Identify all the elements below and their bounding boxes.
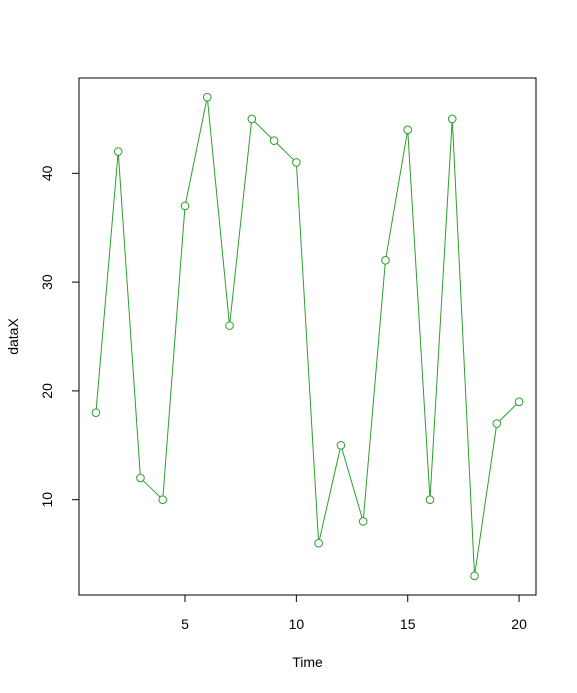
data-point bbox=[113, 147, 123, 156]
data-point bbox=[202, 92, 212, 102]
y-axis-label: dataX bbox=[5, 318, 21, 355]
data-point bbox=[470, 571, 479, 581]
y-tick-label: 40 bbox=[39, 165, 55, 181]
data-point bbox=[180, 201, 190, 211]
data-point bbox=[425, 495, 435, 504]
data-point bbox=[336, 440, 346, 450]
data-line bbox=[95, 97, 520, 576]
plot-box bbox=[78, 77, 537, 596]
data-point bbox=[447, 114, 457, 124]
data-point bbox=[492, 419, 502, 428]
data-point bbox=[292, 158, 301, 167]
data-point bbox=[247, 114, 257, 124]
y-tick-label: 30 bbox=[39, 274, 55, 290]
data-point bbox=[403, 125, 413, 135]
x-axis-label: Time bbox=[292, 654, 323, 670]
data-point bbox=[158, 495, 168, 504]
x-tick-label: 10 bbox=[289, 616, 305, 632]
data-point bbox=[381, 256, 390, 265]
data-point bbox=[91, 408, 101, 417]
x-tick-label: 15 bbox=[400, 616, 416, 632]
data-point bbox=[136, 473, 145, 483]
data-point bbox=[314, 538, 323, 548]
y-tick-label: 10 bbox=[39, 492, 55, 508]
y-tick-label: 20 bbox=[39, 383, 55, 399]
data-point bbox=[514, 397, 524, 407]
x-tick-label: 20 bbox=[511, 616, 527, 632]
x-tick-label: 5 bbox=[181, 616, 189, 632]
data-point bbox=[269, 136, 279, 145]
data-point bbox=[358, 517, 368, 526]
data-point bbox=[225, 321, 234, 330]
